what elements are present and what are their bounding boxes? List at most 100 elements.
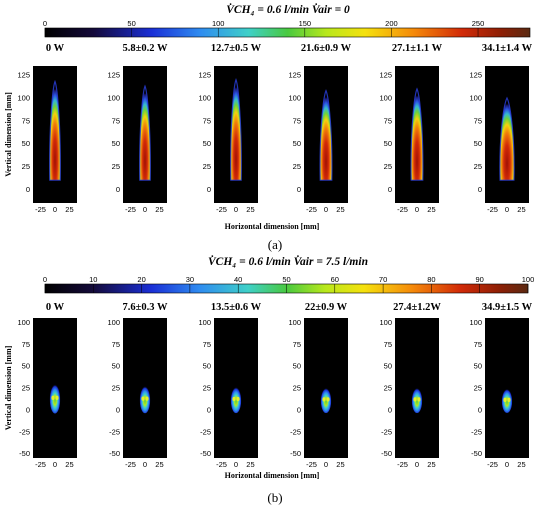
y-tick-label: 75: [293, 116, 301, 125]
x-tick-label: 25: [336, 205, 344, 214]
panel-title: 22±0.9 W: [305, 302, 348, 313]
panel-title: 27.1±1.1 W: [392, 43, 443, 54]
y-tick-label: 100: [469, 318, 482, 327]
flame-intensity: [230, 79, 242, 181]
y-tick-label: 75: [384, 340, 392, 349]
colorbar-tick-label: 250: [472, 19, 485, 28]
panel-title: 27.4±1.2W: [393, 302, 441, 313]
y-tick-label: 125: [469, 71, 482, 80]
y-tick-label: 100: [288, 318, 301, 327]
colorbar-gradient: [44, 27, 531, 38]
x-tick-label: 0: [234, 205, 238, 214]
y-tick-label: 100: [17, 318, 30, 327]
y-tick-label: 50: [384, 362, 392, 371]
y-tick-label: 25: [384, 384, 392, 393]
x-tick-label: -25: [35, 460, 46, 469]
panel-title: 12.7±0.5 W: [211, 43, 262, 54]
flame-hotspot: [507, 397, 511, 403]
y-tick-label: -25: [471, 427, 482, 436]
flame-hotspot: [413, 397, 417, 402]
y-tick-label: 0: [207, 405, 211, 414]
x-tick-label: 0: [234, 460, 238, 469]
y-tick-label: 50: [112, 362, 120, 371]
x-tick-label: 25: [246, 460, 254, 469]
panel-title: 0 W: [46, 43, 65, 54]
y-tick-label: 0: [478, 405, 482, 414]
chart-title: V̇CH₄ = 0.6 l/min V̇air = 0: [226, 2, 350, 16]
y-tick-label: 25: [203, 384, 211, 393]
panel-title: 7.6±0.3 W: [123, 302, 168, 313]
x-tick-label: 25: [155, 460, 163, 469]
flame-intensity: [49, 384, 61, 414]
y-tick-label: 0: [297, 185, 301, 194]
x-tick-label: 0: [143, 460, 147, 469]
y-tick-label: -25: [290, 427, 301, 436]
y-tick-label: 100: [469, 93, 482, 102]
y-tick-label: 75: [22, 116, 30, 125]
y-tick-label: 25: [22, 384, 30, 393]
y-tick-label: 100: [107, 318, 120, 327]
x-tick-label: 0: [53, 205, 57, 214]
flame-hotspot: [55, 395, 59, 401]
colorbar-tick-label: 100: [212, 19, 225, 28]
y-tick-label: 100: [288, 93, 301, 102]
x-tick-label: 0: [53, 460, 57, 469]
flame-hotspot: [417, 397, 421, 402]
panel-title: 5.8±0.2 W: [123, 43, 168, 54]
x-tick-label: 25: [336, 460, 344, 469]
y-tick-label: 100: [107, 93, 120, 102]
y-tick-label: -50: [19, 449, 30, 458]
flame-edge: [49, 79, 61, 181]
x-tick-label: -25: [125, 460, 136, 469]
colorbar-tick-label: 40: [234, 275, 242, 284]
flame-hotspot: [232, 396, 236, 402]
y-tick-label: -25: [19, 427, 30, 436]
y-axis-label: Vertical dimension [mm]: [4, 345, 13, 430]
y-tick-label: 50: [112, 139, 120, 148]
y-tick-label: 0: [297, 405, 301, 414]
colorbar-tick-label: 50: [282, 275, 290, 284]
flame-intensity: [320, 387, 332, 414]
colorbar-b: 0 10 20 30 40 50 60 70 80 90 100: [43, 275, 534, 294]
y-tick-label: 50: [474, 139, 482, 148]
y-tick-label: 100: [17, 93, 30, 102]
x-tick-label: 0: [415, 205, 419, 214]
y-tick-label: 75: [293, 340, 301, 349]
y-tick-label: 25: [293, 384, 301, 393]
y-tick-label: 125: [288, 71, 301, 80]
x-tick-label: 25: [427, 460, 435, 469]
x-axis-label: Horizontal dimension [mm]: [225, 471, 320, 480]
y-tick-label: -50: [290, 449, 301, 458]
panel-title: 21.6±0.9 W: [301, 43, 352, 54]
colorbar-tick-label: 90: [476, 275, 484, 284]
y-tick-label: 50: [474, 362, 482, 371]
x-tick-label: -25: [35, 205, 46, 214]
x-tick-label: 25: [517, 460, 525, 469]
flame-edge: [139, 84, 151, 181]
x-tick-label: 0: [324, 460, 328, 469]
colorbar-tick-label: 150: [299, 19, 312, 28]
caption-a: (a): [268, 237, 282, 252]
flame-edge: [230, 78, 242, 181]
chart-title: V̇CH₄ = 0.6 l/min V̇air = 7.5 l/min: [208, 254, 368, 268]
x-tick-label: 25: [427, 205, 435, 214]
y-tick-label: 0: [207, 185, 211, 194]
y-tick-label: 75: [112, 340, 120, 349]
y-tick-label: -50: [200, 449, 211, 458]
flame-intensity: [139, 86, 151, 181]
x-tick-label: -25: [487, 460, 498, 469]
colorbar-tick-label: 80: [427, 275, 435, 284]
colorbar-tick-label: 60: [331, 275, 339, 284]
panel-title: 13.5±0.6 W: [211, 302, 262, 313]
x-tick-label: 25: [65, 460, 73, 469]
y-tick-label: 50: [293, 139, 301, 148]
y-tick-label: 50: [203, 139, 211, 148]
y-tick-label: 50: [384, 139, 392, 148]
y-tick-label: 25: [112, 162, 120, 171]
x-axis-label: Horizontal dimension [mm]: [225, 222, 320, 231]
x-tick-label: 0: [505, 460, 509, 469]
y-tick-label: 50: [293, 362, 301, 371]
colorbar-tick-label: 70: [379, 275, 387, 284]
y-tick-label: 25: [384, 162, 392, 171]
